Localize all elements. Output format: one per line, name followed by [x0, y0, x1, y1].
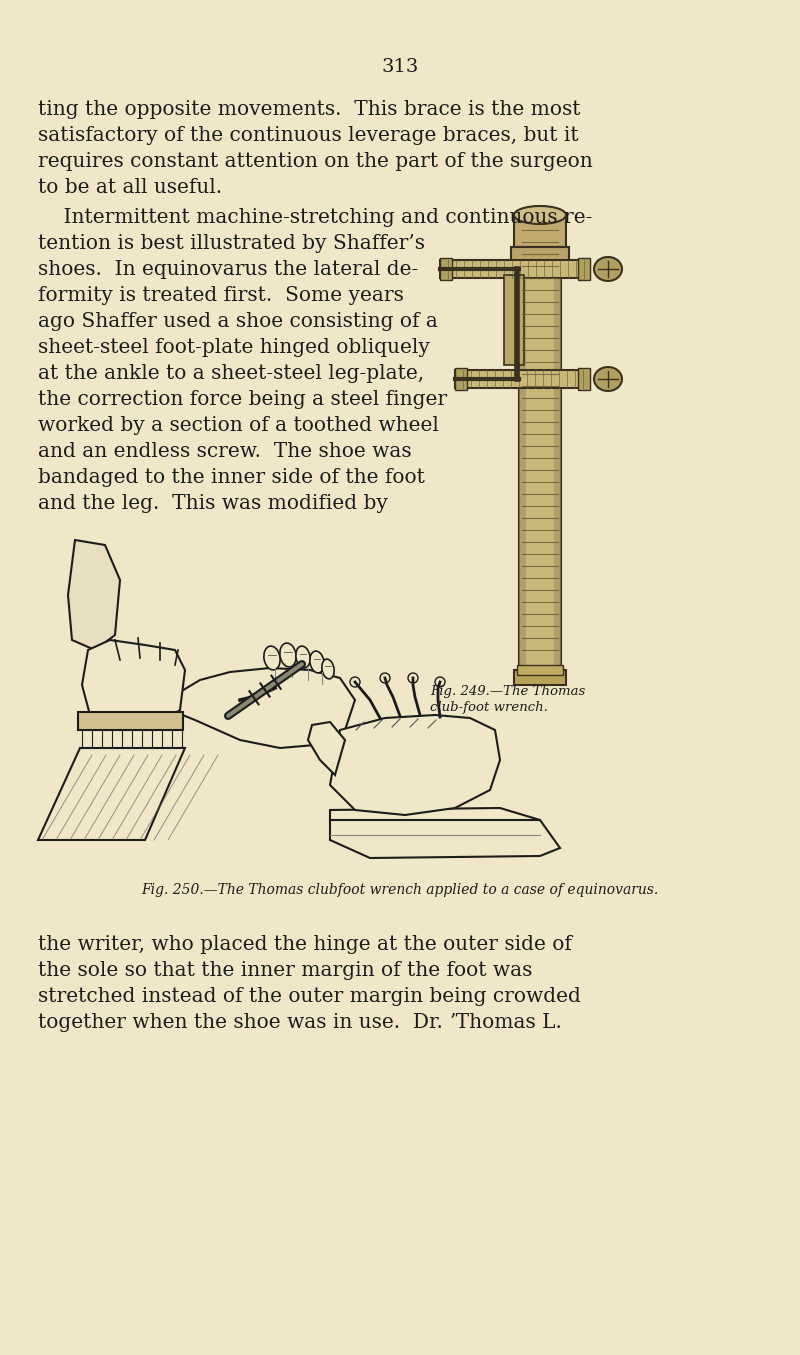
- Ellipse shape: [264, 646, 280, 669]
- Text: together when the shoe was in use.  Dr. ʼThomas L.: together when the shoe was in use. Dr. ʼ…: [38, 1014, 562, 1033]
- Ellipse shape: [594, 257, 622, 280]
- Text: the sole so that the inner margin of the foot was: the sole so that the inner margin of the…: [38, 961, 532, 980]
- Polygon shape: [165, 668, 355, 748]
- Text: to be at all useful.: to be at all useful.: [38, 178, 222, 196]
- Bar: [578, 369, 590, 390]
- Ellipse shape: [322, 659, 334, 679]
- Bar: [440, 260, 590, 278]
- Text: at the ankle to a sheet-steel leg-plate,: at the ankle to a sheet-steel leg-plate,: [38, 364, 424, 383]
- Bar: [519, 215, 526, 669]
- Polygon shape: [68, 541, 120, 650]
- Polygon shape: [82, 640, 185, 730]
- Bar: [578, 257, 590, 280]
- Text: shoes.  In equinovarus the lateral de-: shoes. In equinovarus the lateral de-: [38, 260, 418, 279]
- Bar: [517, 665, 563, 675]
- Bar: [514, 215, 566, 247]
- Text: club-foot wrench.: club-foot wrench.: [430, 701, 548, 714]
- Text: worked by a section of a toothed wheel: worked by a section of a toothed wheel: [38, 416, 439, 435]
- Bar: [514, 669, 566, 686]
- Polygon shape: [308, 722, 345, 775]
- Ellipse shape: [296, 646, 310, 668]
- Bar: [455, 370, 590, 388]
- Bar: [440, 257, 452, 280]
- Ellipse shape: [310, 652, 324, 673]
- Bar: [78, 711, 183, 730]
- Bar: [511, 247, 569, 267]
- Text: tention is best illustrated by Shaffer’s: tention is best illustrated by Shaffer’s: [38, 234, 425, 253]
- Text: stretched instead of the outer margin being crowded: stretched instead of the outer margin be…: [38, 986, 581, 1005]
- Text: 313: 313: [382, 58, 418, 76]
- Text: satisfactory of the continuous leverage braces, but it: satisfactory of the continuous leverage …: [38, 126, 578, 145]
- Text: requires constant attention on the part of the surgeon: requires constant attention on the part …: [38, 152, 593, 171]
- Text: formity is treated first.  Some years: formity is treated first. Some years: [38, 286, 404, 305]
- Polygon shape: [38, 748, 185, 840]
- Text: the writer, who placed the hinge at the outer side of: the writer, who placed the hinge at the …: [38, 935, 572, 954]
- Text: Fig. 250.—The Thomas clubfoot wrench applied to a case of equinovarus.: Fig. 250.—The Thomas clubfoot wrench app…: [142, 883, 658, 897]
- Bar: [455, 369, 467, 390]
- Ellipse shape: [514, 206, 566, 224]
- Text: Fig. 249.—The Thomas: Fig. 249.—The Thomas: [430, 686, 586, 698]
- Text: ting the opposite movements.  This brace is the most: ting the opposite movements. This brace …: [38, 100, 581, 119]
- Polygon shape: [330, 808, 560, 858]
- Text: sheet-steel foot-plate hinged obliquely: sheet-steel foot-plate hinged obliquely: [38, 337, 430, 356]
- Text: Intermittent machine-stretching and continuous re-: Intermittent machine-stretching and cont…: [38, 209, 592, 228]
- Text: bandaged to the inner side of the foot: bandaged to the inner side of the foot: [38, 467, 425, 486]
- Bar: [554, 215, 561, 669]
- Bar: [504, 275, 524, 364]
- Text: and the leg.  This was modified by: and the leg. This was modified by: [38, 495, 388, 514]
- Ellipse shape: [594, 367, 622, 392]
- Text: the correction force being a steel finger: the correction force being a steel finge…: [38, 390, 447, 409]
- Text: ago Shaffer used a shoe consisting of a: ago Shaffer used a shoe consisting of a: [38, 312, 438, 331]
- Polygon shape: [330, 715, 500, 814]
- Text: and an endless screw.  The shoe was: and an endless screw. The shoe was: [38, 442, 412, 461]
- Bar: [519, 215, 561, 669]
- Ellipse shape: [280, 644, 296, 667]
